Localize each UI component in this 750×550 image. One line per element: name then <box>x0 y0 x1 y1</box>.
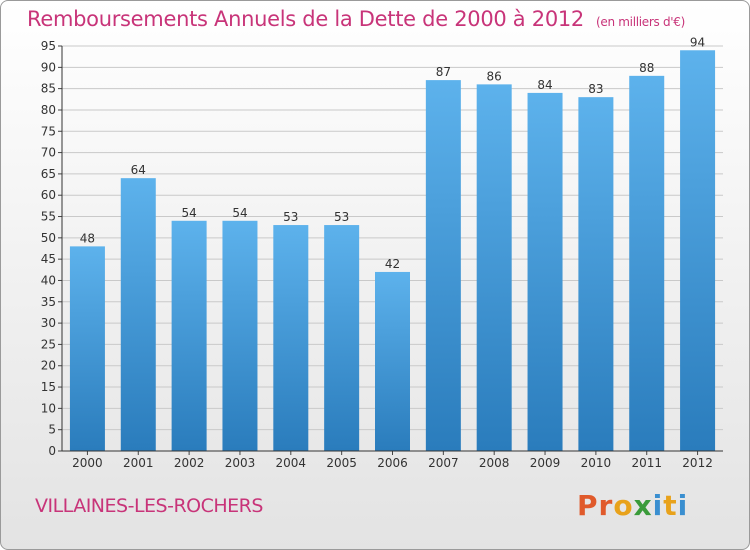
bar <box>69 246 105 451</box>
y-tick-label: 65 <box>41 167 56 181</box>
y-tick-label: 90 <box>41 60 56 74</box>
y-tick-label: 80 <box>41 103 56 117</box>
chart-title: Remboursements Annuels de la Dette de 20… <box>27 7 685 31</box>
data-label: 54 <box>232 206 247 220</box>
logo-letter: r <box>598 489 614 522</box>
x-tick-label: 2003 <box>225 456 256 470</box>
data-label: 42 <box>385 257 400 271</box>
x-tick-label: 2005 <box>326 456 357 470</box>
y-tick-label: 50 <box>41 231 56 245</box>
logo-letter: i <box>652 489 664 522</box>
y-tick-label: 25 <box>41 337 56 351</box>
proxiti-logo: Proxiti <box>577 489 688 522</box>
x-tick-label: 2007 <box>428 456 459 470</box>
bar <box>120 178 156 451</box>
logo-letter: x <box>633 489 653 522</box>
bar <box>680 50 716 452</box>
x-tick-label: 2000 <box>72 456 103 470</box>
x-tick-label: 2004 <box>276 456 307 470</box>
y-tick-label: 35 <box>41 295 56 309</box>
data-label: 53 <box>283 210 298 224</box>
logo-letter: P <box>577 489 599 522</box>
bar <box>222 220 258 451</box>
bar <box>476 84 512 452</box>
data-label: 48 <box>80 231 95 245</box>
data-label: 87 <box>436 65 451 79</box>
y-tick-label: 40 <box>41 273 56 287</box>
bar <box>171 220 207 451</box>
y-tick-label: 30 <box>41 316 56 330</box>
logo-letter: o <box>613 489 634 522</box>
data-label: 84 <box>537 78 552 92</box>
y-tick-label: 5 <box>48 423 56 437</box>
bar <box>425 80 461 452</box>
bar <box>578 97 614 451</box>
y-tick-label: 85 <box>41 82 56 96</box>
y-tick-label: 70 <box>41 146 56 160</box>
x-tick-label: 2001 <box>123 456 154 470</box>
x-tick-label: 2010 <box>581 456 612 470</box>
x-tick-label: 2009 <box>530 456 561 470</box>
x-tick-label: 2002 <box>174 456 205 470</box>
data-label: 83 <box>588 82 603 96</box>
x-tick-label: 2008 <box>479 456 510 470</box>
x-tick-label: 2006 <box>377 456 408 470</box>
place-name: VILLAINES-LES-ROCHERS <box>35 495 263 517</box>
y-tick-label: 0 <box>48 444 56 458</box>
bar <box>273 225 309 451</box>
chart-title-text: Remboursements Annuels de la Dette de 20… <box>27 7 584 31</box>
y-tick-label: 10 <box>41 401 56 415</box>
y-tick-label: 75 <box>41 124 56 138</box>
data-label: 86 <box>487 69 502 83</box>
y-tick-label: 45 <box>41 252 56 266</box>
x-tick-label: 2012 <box>682 456 713 470</box>
data-label: 53 <box>334 210 349 224</box>
bar <box>324 225 360 451</box>
logo-letter: i <box>677 489 689 522</box>
bar <box>375 271 410 451</box>
data-label: 54 <box>181 206 196 220</box>
bar <box>527 92 563 451</box>
y-tick-label: 95 <box>41 39 56 53</box>
chart-unit: (en milliers d'€) <box>596 15 686 29</box>
y-tick-label: 15 <box>41 380 56 394</box>
data-label: 94 <box>690 35 705 49</box>
data-label: 88 <box>639 61 654 75</box>
bar <box>629 75 665 451</box>
logo-letter: t <box>663 489 678 522</box>
y-tick-label: 55 <box>41 210 56 224</box>
x-tick-label: 2011 <box>631 456 662 470</box>
y-tick-label: 20 <box>41 359 56 373</box>
y-tick-label: 60 <box>41 188 56 202</box>
data-label: 64 <box>131 163 146 177</box>
